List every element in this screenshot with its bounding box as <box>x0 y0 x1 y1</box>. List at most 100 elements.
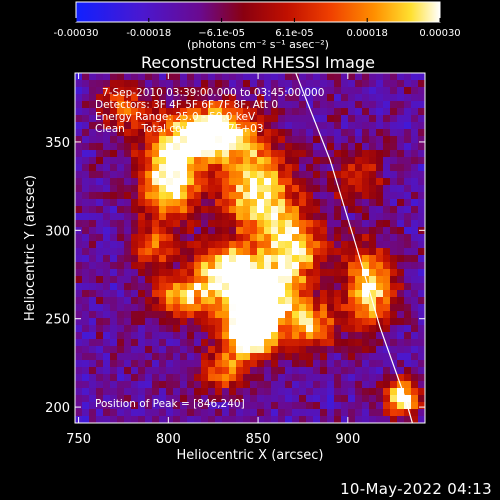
heatmap-cell <box>341 409 349 417</box>
heatmap-cell <box>341 129 349 137</box>
heatmap-cell <box>285 73 293 81</box>
heatmap-cell <box>173 129 181 137</box>
heatmap-cell <box>327 395 335 403</box>
heatmap-cell <box>397 346 405 354</box>
heatmap-cell <box>152 360 160 368</box>
heatmap-cell <box>117 276 125 284</box>
heatmap-cell <box>229 318 237 326</box>
heatmap-cell <box>355 269 363 277</box>
heatmap-cell <box>208 304 216 312</box>
heatmap-cell <box>355 339 363 347</box>
heatmap-cell <box>264 381 272 389</box>
heatmap-cell <box>236 388 244 396</box>
heatmap-cell <box>187 80 195 88</box>
heatmap-cell <box>320 304 328 312</box>
heatmap-cell <box>152 367 160 375</box>
heatmap-cell <box>201 311 209 319</box>
heatmap-cell <box>348 115 356 123</box>
heatmap-cell <box>411 101 419 109</box>
heatmap-cell <box>306 129 314 137</box>
heatmap-cell <box>383 80 391 88</box>
heatmap-cell <box>383 136 391 144</box>
heatmap-cell <box>355 122 363 130</box>
heatmap-cell <box>383 353 391 361</box>
heatmap-cell <box>334 199 342 207</box>
heatmap-cell <box>236 276 244 284</box>
heatmap-cell <box>341 101 349 109</box>
heatmap-cell <box>278 122 286 130</box>
heatmap-cell <box>124 227 132 235</box>
heatmap-cell <box>124 409 132 417</box>
heatmap-cell <box>320 325 328 333</box>
heatmap-cell <box>89 297 97 305</box>
heatmap-cell <box>229 129 237 137</box>
heatmap-cell <box>236 283 244 291</box>
heatmap-cell <box>145 94 153 102</box>
heatmap-cell <box>292 388 300 396</box>
heatmap-cell <box>250 402 258 410</box>
heatmap-cell <box>376 339 384 347</box>
heatmap-cell <box>131 360 139 368</box>
x-tick-label: 750 <box>66 432 91 447</box>
heatmap-cell <box>103 164 111 172</box>
heatmap-cell <box>166 409 174 417</box>
heatmap-cell <box>215 395 223 403</box>
heatmap-cell <box>376 234 384 242</box>
heatmap-cell <box>152 171 160 179</box>
heatmap-cell <box>173 206 181 214</box>
heatmap-cell <box>299 325 307 333</box>
footer-date: 10-May-2022 04:13 <box>340 480 492 498</box>
heatmap-cell <box>313 332 321 340</box>
heatmap-cell <box>117 150 125 158</box>
heatmap-cell <box>159 346 167 354</box>
heatmap-cell <box>138 409 146 417</box>
heatmap-cell <box>299 157 307 165</box>
heatmap-cell <box>404 262 412 270</box>
heatmap-cell <box>320 101 328 109</box>
heatmap-cell <box>404 108 412 116</box>
heatmap-cell <box>320 192 328 200</box>
heatmap-cell <box>313 290 321 298</box>
heatmap-cell <box>411 213 419 221</box>
heatmap-cell <box>110 157 118 165</box>
heatmap-cell <box>278 206 286 214</box>
heatmap-cell <box>306 276 314 284</box>
heatmap-cell <box>187 129 195 137</box>
heatmap-cell <box>355 318 363 326</box>
heatmap-cell <box>173 122 181 130</box>
heatmap-cell <box>166 248 174 256</box>
heatmap-cell <box>159 220 167 228</box>
heatmap-cell <box>411 206 419 214</box>
heatmap-cell <box>75 143 83 151</box>
heatmap-cell <box>96 80 104 88</box>
heatmap-cell <box>117 122 125 130</box>
heatmap-cell <box>152 122 160 130</box>
heatmap-cell <box>152 353 160 361</box>
heatmap-cell <box>404 122 412 130</box>
heatmap-cell <box>159 150 167 158</box>
heatmap-cell <box>187 241 195 249</box>
heatmap-cell <box>124 248 132 256</box>
heatmap-cell <box>222 101 230 109</box>
heatmap-cell <box>173 360 181 368</box>
heatmap-cell <box>131 283 139 291</box>
heatmap-cell <box>383 346 391 354</box>
heatmap-cell <box>355 395 363 403</box>
heatmap-cell <box>320 402 328 410</box>
heatmap-cell <box>138 136 146 144</box>
heatmap-cell <box>96 311 104 319</box>
heatmap-cell <box>201 227 209 235</box>
heatmap-cell <box>404 199 412 207</box>
heatmap-cell <box>411 416 419 423</box>
heatmap-cell <box>390 297 398 305</box>
heatmap-cell <box>250 241 258 249</box>
heatmap-cell <box>285 325 293 333</box>
heatmap-cell <box>369 234 377 242</box>
heatmap-cell <box>159 262 167 270</box>
heatmap-cell <box>313 199 321 207</box>
heatmap-cell <box>124 290 132 298</box>
heatmap-cell <box>124 129 132 137</box>
heatmap-cell <box>390 185 398 193</box>
heatmap-cell <box>229 241 237 249</box>
heatmap-cell <box>397 297 405 305</box>
